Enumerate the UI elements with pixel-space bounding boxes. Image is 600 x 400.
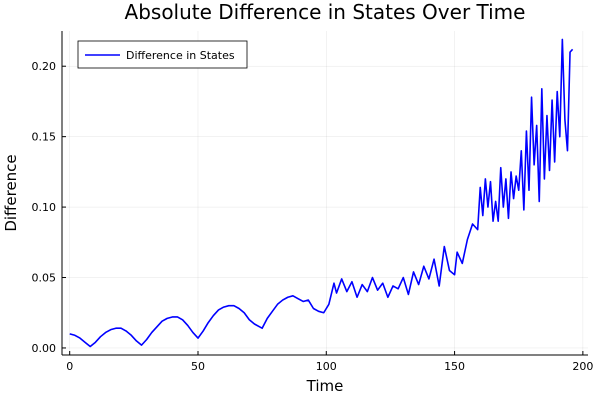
- x-axis-title: Time: [306, 377, 344, 395]
- x-tick-label: 200: [572, 360, 593, 373]
- y-tick-label: 0.05: [32, 272, 57, 285]
- y-axis-title: Difference: [2, 154, 20, 231]
- x-tick-label: 0: [66, 360, 73, 373]
- x-tick-label: 50: [191, 360, 205, 373]
- series-line: [69, 38, 574, 348]
- y-tick-label: 0.15: [32, 131, 57, 144]
- series-group: [69, 38, 574, 348]
- legend: Difference in States: [77, 40, 248, 69]
- y-tick-label: 0.00: [32, 342, 57, 355]
- x-tick-label: 100: [316, 360, 337, 373]
- legend-label: Difference in States: [126, 49, 235, 62]
- grid-lines: [62, 31, 588, 355]
- chart-title: Absolute Difference in States Over Time: [125, 0, 526, 24]
- y-tick-label: 0.20: [32, 60, 57, 73]
- x-tick-label: 150: [444, 360, 465, 373]
- tick-labels: 0 50 100 150 200 0.00 0.05 0.10 0.15 0.20: [32, 60, 594, 373]
- axes: [61, 31, 588, 356]
- y-tick-label: 0.10: [32, 201, 57, 214]
